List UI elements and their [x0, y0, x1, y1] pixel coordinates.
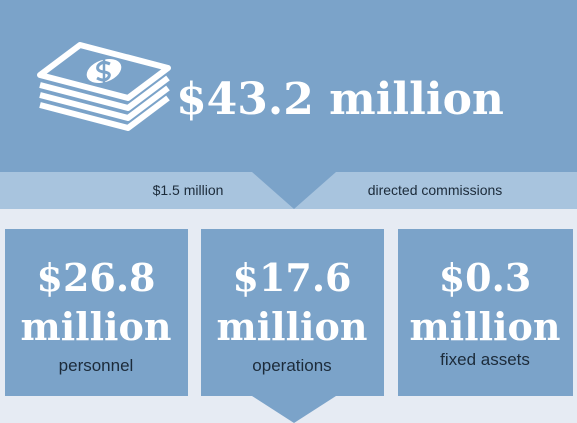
total-amount: $43.2 million: [176, 74, 504, 125]
box-unit: million: [217, 304, 368, 349]
box: [5, 229, 188, 396]
box-texts: $26.8 million personnel $17.6 million op…: [21, 255, 561, 375]
box-label: personnel: [59, 356, 134, 375]
box-unit: million: [410, 304, 561, 349]
commission-amount: $1.5 million: [153, 182, 224, 198]
box-amount: $0.3: [439, 255, 532, 300]
pointer: [252, 172, 336, 209]
money-icon: [37, 42, 171, 131]
box-amount: $26.8: [37, 255, 156, 300]
box: [398, 229, 573, 396]
box-label: fixed assets: [440, 350, 530, 369]
pointer: [252, 396, 336, 423]
commission-label: directed commissions: [368, 182, 503, 198]
box-amount: $17.6: [233, 255, 352, 300]
box-label: operations: [252, 356, 331, 375]
box-unit: million: [21, 304, 172, 349]
box: [201, 229, 384, 396]
